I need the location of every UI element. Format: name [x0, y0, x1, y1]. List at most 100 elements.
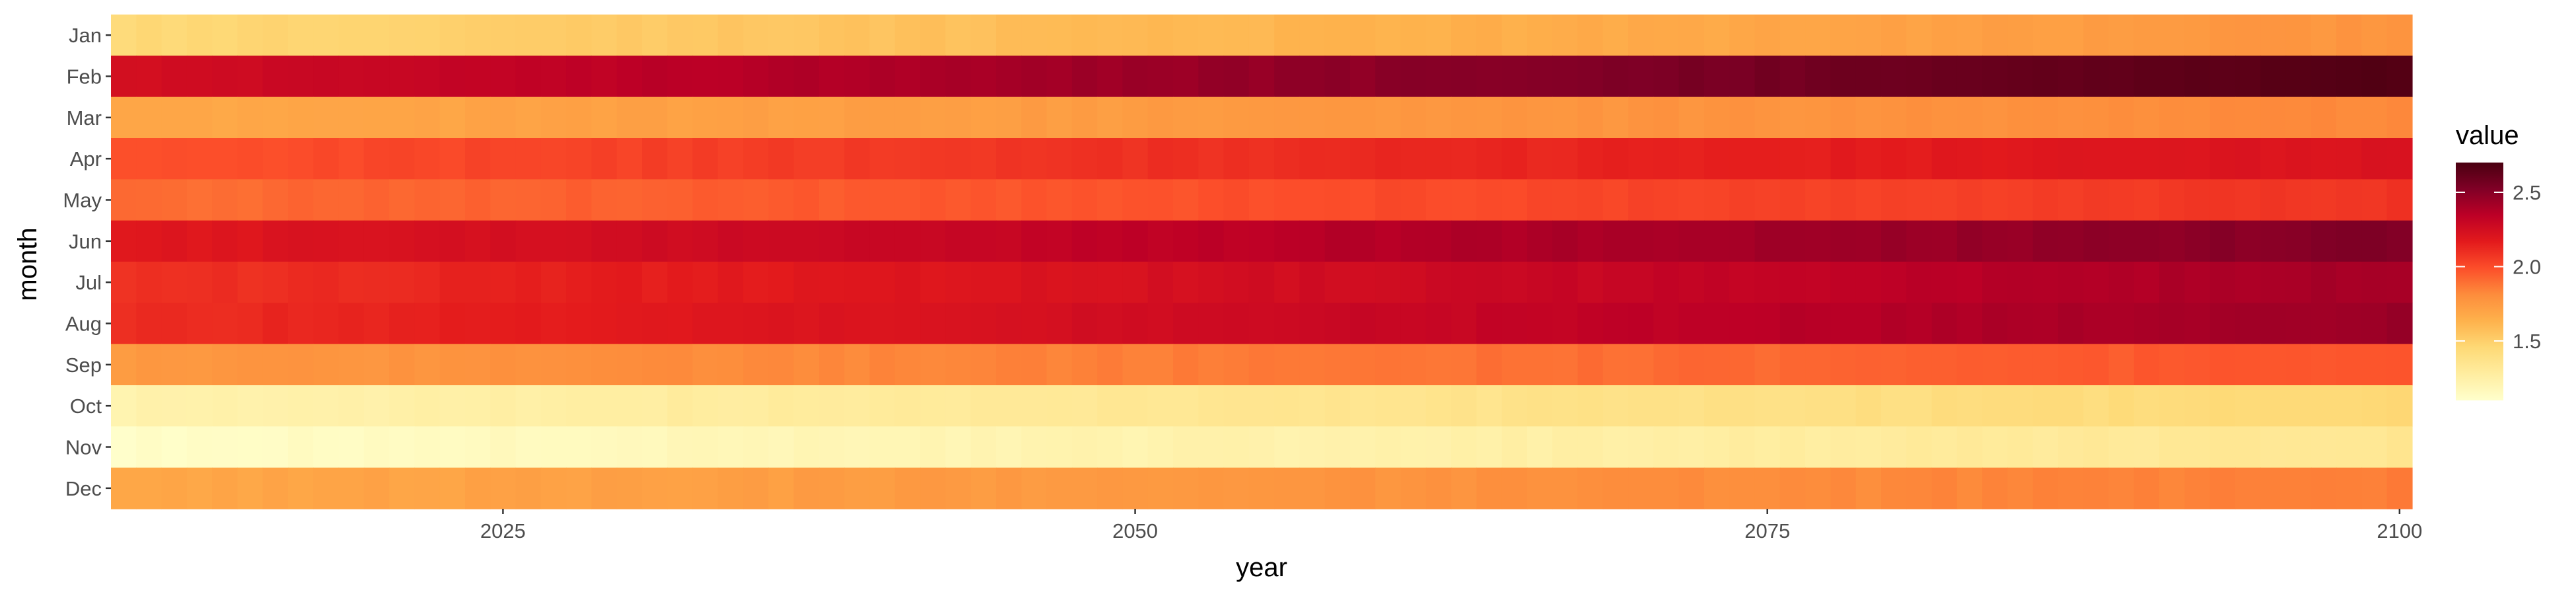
heatmap-cell	[616, 467, 643, 509]
heatmap-cell	[819, 467, 845, 509]
heatmap-cell	[161, 220, 188, 262]
heatmap-cell	[566, 344, 592, 386]
heatmap-cell	[844, 138, 871, 180]
heatmap-cell	[1248, 15, 1275, 56]
heatmap-cell	[920, 96, 947, 139]
heatmap-cell	[1830, 96, 1857, 139]
heatmap-cell	[288, 344, 314, 386]
heatmap-cell	[1754, 344, 1781, 386]
heatmap-cell	[515, 344, 542, 386]
heatmap-cell	[793, 138, 820, 180]
heatmap-cell	[186, 179, 213, 221]
heatmap-cell	[363, 220, 390, 262]
heatmap-cell	[262, 385, 289, 427]
heatmap-cell	[793, 96, 820, 139]
heatmap-cell	[212, 56, 238, 98]
heatmap-cell	[1552, 385, 1579, 427]
heatmap-cell	[186, 262, 213, 303]
heatmap-cell	[591, 56, 618, 98]
heatmap-cell	[288, 467, 314, 509]
heatmap-cell	[920, 220, 947, 262]
heatmap-cell	[996, 262, 1022, 303]
heatmap-cell	[642, 138, 668, 180]
heatmap-cell	[1122, 303, 1149, 345]
heatmap-cell	[1628, 426, 1655, 468]
heatmap-cell	[566, 15, 592, 56]
heatmap-cell	[2361, 138, 2388, 180]
heatmap-cell	[1906, 385, 1933, 427]
heatmap-cell	[1021, 385, 1048, 427]
heatmap-cell	[1527, 385, 1553, 427]
heatmap-cell	[1779, 344, 1806, 386]
heatmap-cell	[743, 426, 769, 468]
heatmap-cell	[1501, 179, 1528, 221]
heatmap-cell	[1956, 262, 1983, 303]
legend-tick-label: 1.5	[2513, 330, 2541, 353]
heatmap-cell	[1122, 385, 1149, 427]
heatmap-cell	[1350, 56, 1376, 98]
heatmap-cell	[1906, 56, 1933, 98]
heatmap-cell	[1704, 262, 1730, 303]
heatmap-cell	[439, 138, 466, 180]
heatmap-cell	[1779, 426, 1806, 468]
heatmap-cell	[1830, 344, 1857, 386]
heatmap-cell	[894, 344, 921, 386]
heatmap-cell	[465, 179, 491, 221]
heatmap-cell	[1021, 220, 1048, 262]
heatmap-cell	[642, 344, 668, 386]
heatmap-cell	[389, 220, 415, 262]
heatmap-cell	[591, 467, 618, 509]
heatmap-cell	[1881, 96, 1907, 139]
heatmap-cell	[1982, 303, 2009, 345]
heatmap-cell	[1198, 15, 1225, 56]
heatmap-cell	[1425, 15, 1452, 56]
heatmap-cell	[111, 344, 137, 386]
heatmap-cell	[1830, 385, 1857, 427]
heatmap-cell	[1527, 426, 1553, 468]
heatmap-cell	[2083, 426, 2110, 468]
heatmap-cell	[1274, 220, 1301, 262]
heatmap-cell	[540, 179, 567, 221]
heatmap-cell	[1324, 96, 1351, 139]
heatmap-cell	[1400, 179, 1427, 221]
heatmap-cell	[1198, 96, 1225, 139]
heatmap-cell	[1653, 220, 1680, 262]
heatmap-cell	[2032, 303, 2059, 345]
heatmap-cell	[338, 15, 365, 56]
heatmap-cell	[288, 15, 314, 56]
heatmap-cell	[1021, 467, 1048, 509]
heatmap-cell	[1805, 344, 1832, 386]
heatmap-cell	[186, 56, 213, 98]
heatmap-cell	[490, 467, 517, 509]
heatmap-cell	[1501, 15, 1528, 56]
heatmap-cell	[970, 220, 997, 262]
heatmap-cell	[1906, 344, 1933, 386]
heatmap-cell	[996, 344, 1022, 386]
heatmap-cell	[1577, 426, 1604, 468]
heatmap-cell	[642, 15, 668, 56]
heatmap-cell	[465, 385, 491, 427]
heatmap-cell	[1729, 15, 1756, 56]
heatmap-cell	[1451, 220, 1478, 262]
heatmap-cell	[1122, 15, 1149, 56]
heatmap-cell	[2209, 262, 2236, 303]
heatmap-cell	[1223, 426, 1250, 468]
heatmap-cell	[2361, 303, 2388, 345]
heatmap-cell	[1956, 426, 1983, 468]
heatmap-cell	[2133, 262, 2160, 303]
heatmap-cell	[2083, 15, 2110, 56]
heatmap-cell	[2032, 56, 2059, 98]
heatmap-cell	[1476, 467, 1503, 509]
heatmap-cell	[894, 56, 921, 98]
heatmap-cell	[2235, 385, 2261, 427]
heatmap-cell	[1779, 96, 1806, 139]
heatmap-cell	[313, 15, 340, 56]
heatmap-cell	[1678, 96, 1705, 139]
heatmap-cell	[2058, 385, 2084, 427]
heatmap-cell	[1046, 96, 1073, 139]
heatmap-cell	[136, 303, 162, 345]
heatmap-cell	[1729, 467, 1756, 509]
heatmap-cell	[1552, 303, 1579, 345]
heatmap-cell	[1097, 303, 1124, 345]
heatmap-cell	[2235, 344, 2261, 386]
